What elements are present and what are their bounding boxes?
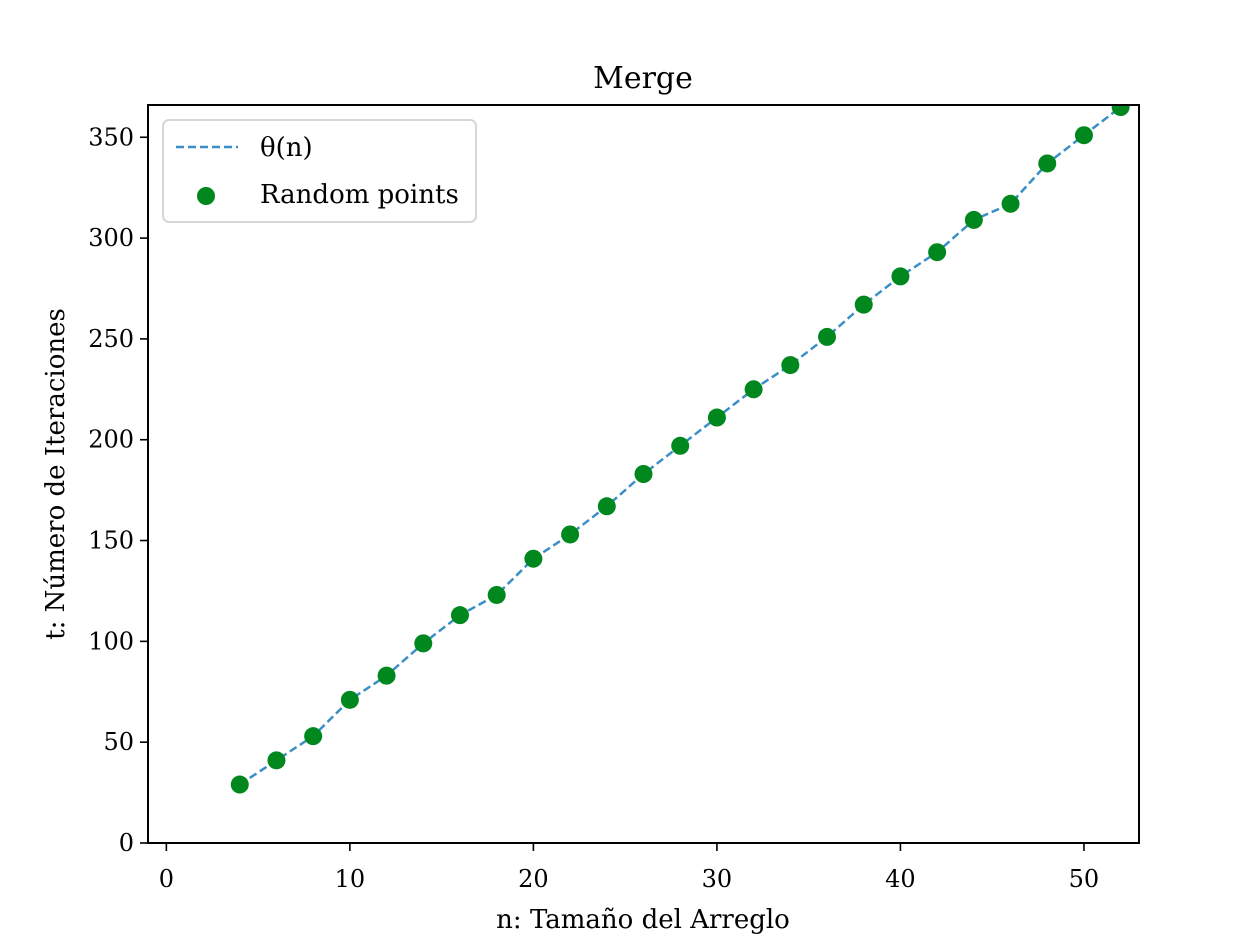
legend: θ(n) Random points: [162, 119, 477, 223]
random-point: [414, 634, 433, 653]
y-tick-label: 200: [88, 426, 134, 454]
x-tick-label: 50: [1069, 865, 1100, 893]
random-point: [818, 327, 837, 346]
y-axis: 0 50 100 150 200 250 300 350: [88, 123, 148, 857]
series-layer: [230, 105, 1130, 794]
y-tick-label: 0: [119, 829, 134, 857]
random-point: [671, 436, 690, 455]
legend-box: [162, 119, 477, 223]
random-point: [487, 585, 506, 604]
x-tick-label: 40: [885, 865, 916, 893]
random-point: [1074, 126, 1093, 145]
random-point: [854, 295, 873, 314]
random-point: [561, 525, 580, 544]
random-point: [891, 267, 910, 286]
legend-line-label: θ(n): [260, 133, 313, 163]
random-point: [634, 465, 653, 483]
random-point: [450, 606, 469, 625]
y-tick-label: 50: [103, 728, 134, 756]
chart-title: Merge: [593, 61, 693, 96]
random-point: [304, 727, 323, 746]
y-tick-label: 100: [88, 627, 134, 655]
y-tick-label: 250: [88, 325, 134, 353]
random-point: [524, 549, 543, 568]
random-point: [230, 775, 249, 794]
y-tick-label: 150: [88, 527, 134, 555]
random-point: [597, 497, 616, 516]
random-point: [1038, 154, 1057, 173]
y-tick-label: 350: [88, 123, 134, 151]
random-point: [1111, 105, 1130, 117]
random-point: [377, 666, 396, 685]
random-point: [707, 408, 726, 427]
random-point: [928, 243, 947, 262]
y-axis-label: t: Número de Iteraciones: [41, 308, 71, 640]
x-axis-label: n: Tamaño del Arreglo: [496, 905, 790, 935]
x-tick-label: 30: [702, 865, 733, 893]
random-point: [340, 690, 359, 709]
random-point: [1001, 194, 1020, 213]
plot-area: [230, 105, 1130, 794]
x-tick-label: 20: [518, 865, 549, 893]
y-tick-label: 300: [88, 224, 134, 252]
legend-marker-swatch: [197, 187, 215, 205]
x-tick-label: 0: [159, 865, 174, 893]
axes-frame: [147, 104, 1140, 844]
legend-marker-label: Random points: [260, 180, 459, 210]
x-axis: 0 10 20 30 40 50: [159, 843, 1100, 893]
random-point: [267, 751, 286, 770]
random-point: [964, 210, 983, 229]
x-tick-label: 10: [335, 865, 366, 893]
random-point: [744, 380, 763, 399]
random-point: [781, 356, 800, 375]
